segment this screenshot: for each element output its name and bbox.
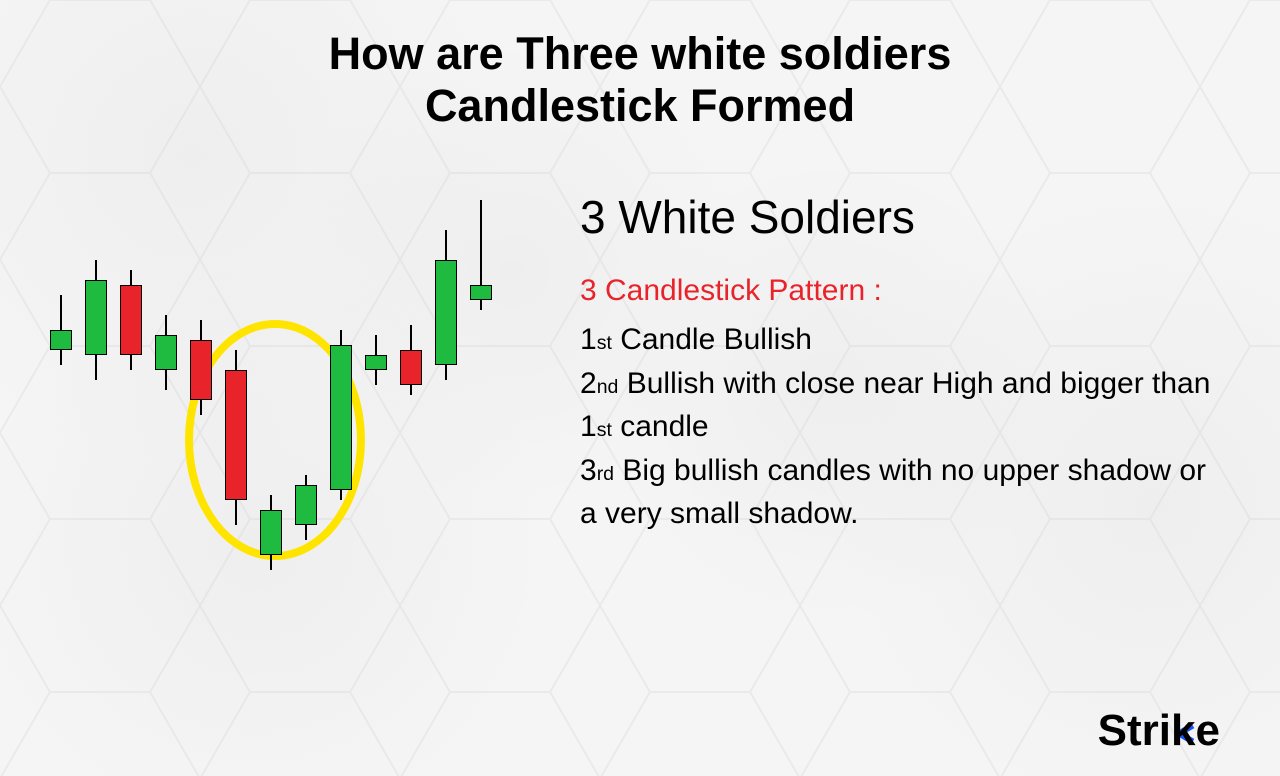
candlestick-chart	[40, 190, 560, 690]
candle-body	[50, 330, 72, 350]
title-line-1: How are Three white soldiers	[0, 28, 1280, 80]
candle-body	[190, 340, 212, 400]
pattern-label: 3 Candlestick Pattern :	[580, 274, 1220, 308]
candle-11	[435, 190, 457, 690]
candle-body	[295, 485, 317, 525]
main-title: How are Three white soldiers Candlestick…	[0, 28, 1280, 132]
candle-body	[260, 510, 282, 555]
title-line-2: Candlestick Formed	[0, 80, 1280, 132]
content-area: 3 White Soldiers 3 Candlestick Pattern :…	[0, 190, 1280, 750]
description-panel: 3 White Soldiers 3 Candlestick Pattern :…	[560, 190, 1280, 750]
candle-body	[365, 355, 387, 370]
candle-body	[330, 345, 352, 490]
candle-2	[120, 190, 142, 690]
candle-10	[400, 190, 422, 690]
candle-body	[400, 350, 422, 385]
candle-body	[85, 280, 107, 355]
candle-body	[470, 285, 492, 300]
candle-body	[120, 285, 142, 355]
candle-body	[155, 335, 177, 370]
candle-9	[365, 190, 387, 690]
rule-2: 2nd Bullish with close near High and big…	[580, 362, 1220, 449]
candle-7	[295, 190, 317, 690]
candle-5	[225, 190, 247, 690]
candle-8	[330, 190, 352, 690]
candle-0	[50, 190, 72, 690]
candle-6	[260, 190, 282, 690]
candle-1	[85, 190, 107, 690]
sub-heading: 3 White Soldiers	[580, 190, 1220, 244]
rule-1: 1st Candle Bullish	[580, 318, 1220, 362]
candle-4	[190, 190, 212, 690]
candle-12	[470, 190, 492, 690]
rule-3: 3rd Big bullish candles with no upper sh…	[580, 449, 1220, 536]
strike-logo: Strike	[1098, 706, 1220, 756]
rules-list: 1st Candle Bullish2nd Bullish with close…	[580, 318, 1220, 536]
candle-body	[225, 370, 247, 500]
candle-3	[155, 190, 177, 690]
candle-body	[435, 260, 457, 365]
